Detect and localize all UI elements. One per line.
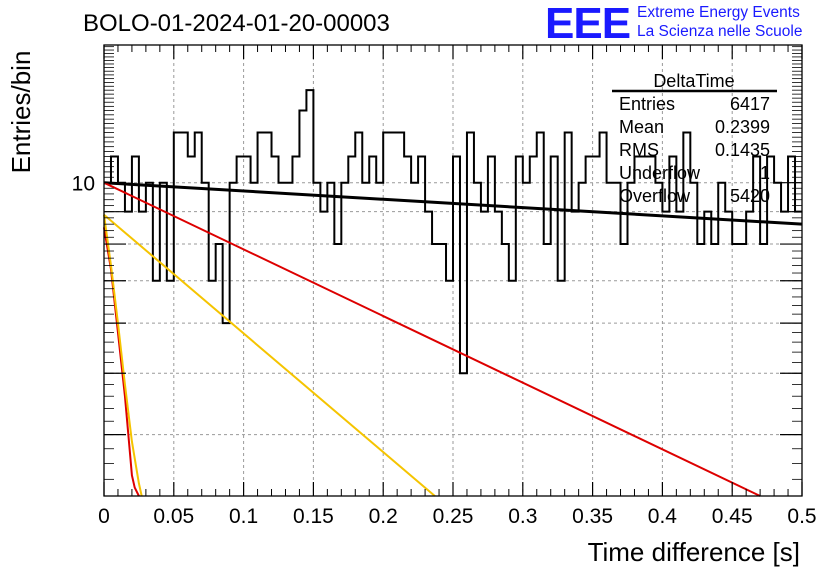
- x-tick-label: 0.3: [508, 505, 537, 528]
- x-tick-label: 0.2: [369, 505, 398, 528]
- x-tick-label: 0.4: [648, 505, 678, 528]
- axis-ticks: [103, 45, 803, 497]
- eee-logo: EEE: [545, 0, 631, 48]
- stats-value: 1: [760, 163, 770, 183]
- histogram-step-line: [104, 89, 802, 375]
- x-tick-label: 0.5: [787, 505, 816, 528]
- stats-label: Mean: [619, 117, 664, 137]
- x-tick-label: 0.15: [293, 505, 334, 528]
- x-tick-label: 0.35: [572, 505, 613, 528]
- histogram: [104, 89, 802, 375]
- x-tick-labels: 0 0.05 0.1 0.15 0.2 0.25 0.3 0.35 0.4 0.45 0.5: [98, 505, 816, 528]
- x-tick-label: 0.05: [153, 505, 194, 528]
- x-axis-title: Time difference [s]: [588, 537, 800, 567]
- logo-line-2: La Scienza nelle Scuole: [637, 23, 803, 40]
- x-tick-label: 0: [98, 505, 110, 528]
- y-tick-labels: 10: [72, 173, 95, 196]
- stats-label: Overflow: [619, 186, 691, 206]
- stats-value: 6417: [730, 94, 770, 114]
- stats-label: Underflow: [619, 163, 701, 183]
- fit-line-yellow: [103, 213, 436, 497]
- fit-line-yellow: [103, 214, 143, 497]
- run-title: BOLO-01-2024-01-20-00003: [83, 10, 390, 37]
- stats-title: DeltaTime: [653, 71, 734, 91]
- stats-label: RMS: [619, 140, 659, 160]
- x-tick-label: 0.45: [712, 505, 753, 528]
- stats-label: Entries: [619, 94, 675, 114]
- logo-caption: Extreme Energy Events La Scienza nelle S…: [637, 3, 802, 41]
- stats-box: DeltaTime Entries 6417 Mean 0.2399 RMS 0.1435…: [612, 71, 777, 206]
- fit-line-black: [103, 181, 803, 226]
- stats-value: 0.1435: [715, 140, 770, 160]
- x-tick-label: 0.25: [433, 505, 474, 528]
- x-tick-label: 0.1: [229, 505, 258, 528]
- y-axis-title: Entries/bin: [6, 51, 36, 174]
- stats-value: 5420: [730, 186, 770, 206]
- y-tick-label: 10: [72, 173, 95, 196]
- stats-value: 0.2399: [715, 117, 770, 137]
- fit-line-red: [103, 181, 761, 497]
- logo-line-1: Extreme Energy Events: [637, 4, 800, 21]
